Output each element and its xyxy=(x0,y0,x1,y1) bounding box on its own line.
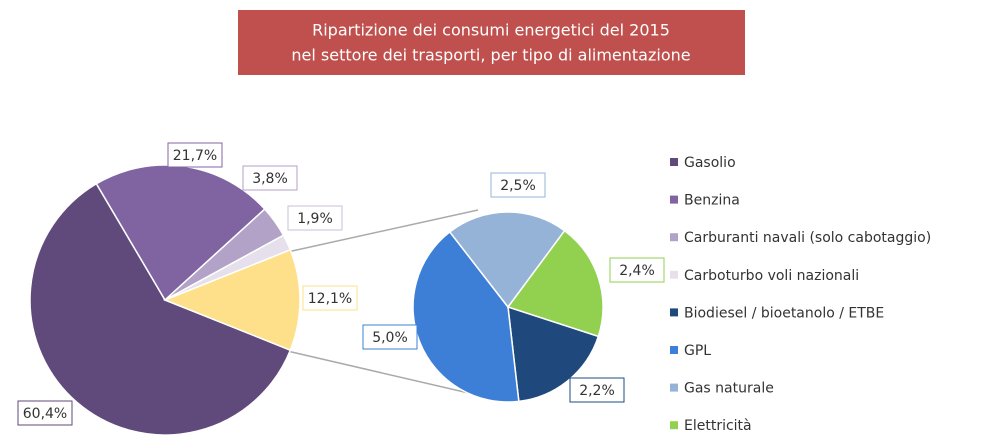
data-label: 1,9% xyxy=(297,211,333,227)
label-box xyxy=(242,165,298,191)
pie-slice xyxy=(29,182,292,436)
label-box xyxy=(167,142,223,168)
legend-label: Benzina xyxy=(684,193,740,209)
pie-slice xyxy=(412,230,520,403)
legend-label: Biodiesel / bioetanolo / ETBE xyxy=(684,305,884,321)
legend-label: Elettricità xyxy=(684,418,752,434)
data-label: 60,4% xyxy=(23,406,67,422)
data-label: 3,8% xyxy=(252,171,288,187)
data-label: 2,2% xyxy=(579,383,615,399)
legend-label: Gasolio xyxy=(684,155,736,171)
label-box xyxy=(490,172,546,198)
connector xyxy=(282,349,491,399)
label-box xyxy=(287,205,343,231)
data-label: 12,1% xyxy=(308,291,352,307)
label-box xyxy=(17,400,73,426)
legend-marker xyxy=(670,346,678,354)
chart-title: nel settore dei trasporti, per tipo di a… xyxy=(291,46,690,65)
legend-marker xyxy=(670,233,678,242)
data-label: 21,7% xyxy=(173,148,217,164)
chart-title: Ripartizione dei consumi energetici del … xyxy=(312,21,670,40)
title-box xyxy=(238,10,745,75)
legend-label: Gas naturale xyxy=(684,381,774,397)
legend-marker xyxy=(670,270,678,279)
pie-slice xyxy=(507,305,600,403)
legend-marker xyxy=(670,421,678,430)
legend-label: GPL xyxy=(684,343,711,359)
pie-slice xyxy=(162,248,301,352)
label-box xyxy=(362,324,418,350)
data-label: 2,5% xyxy=(500,178,536,194)
legend-marker xyxy=(670,308,678,317)
data-label: 2,4% xyxy=(619,263,655,279)
legend-marker xyxy=(670,195,678,204)
data-label: 5,0% xyxy=(372,330,408,346)
legend-marker xyxy=(670,158,678,166)
label-box xyxy=(302,285,358,311)
pie-slice xyxy=(448,211,566,309)
legend-label: Carboturbo voli nazionali xyxy=(684,268,859,284)
label-box xyxy=(569,377,625,403)
legend-marker xyxy=(670,383,678,392)
legend-label: Carburanti navali (solo cabotaggio) xyxy=(684,230,931,246)
connector xyxy=(282,209,479,254)
label-box xyxy=(609,257,665,283)
pie-slice xyxy=(506,229,604,338)
